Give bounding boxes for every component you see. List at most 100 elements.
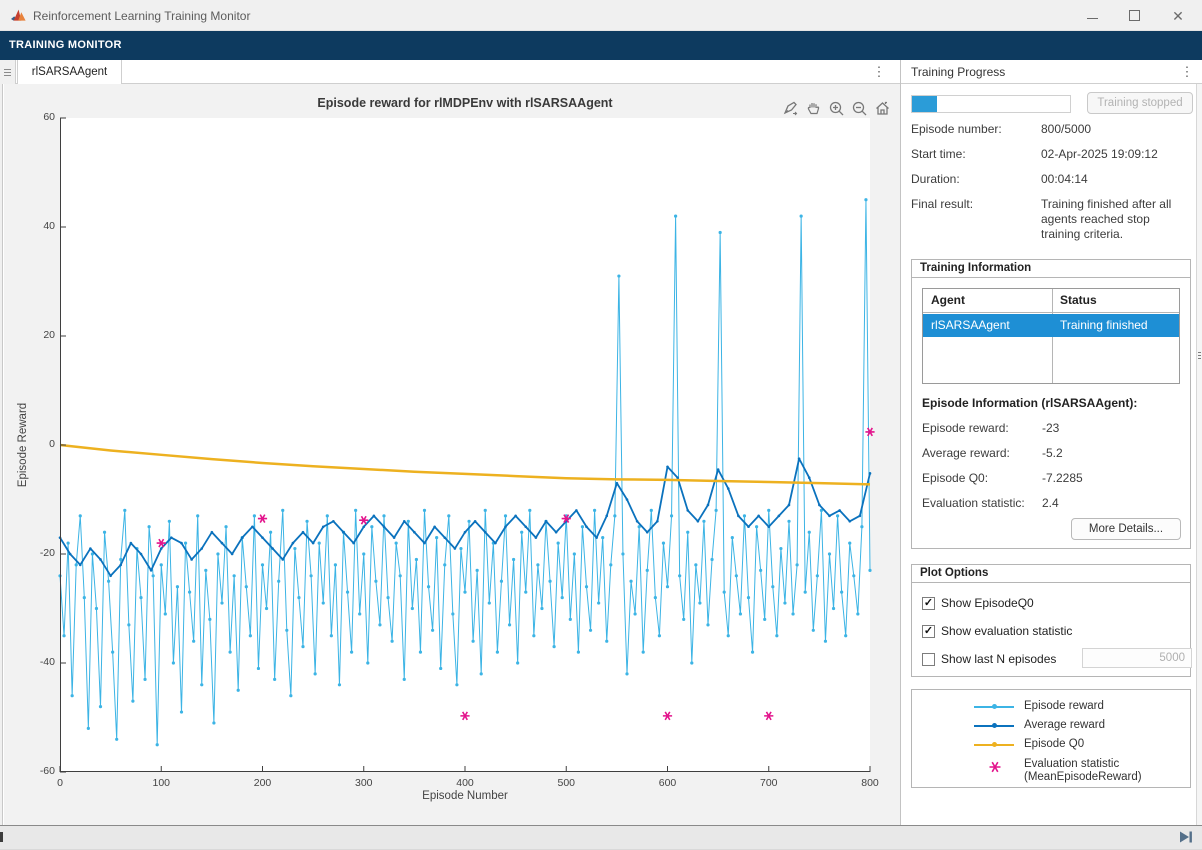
close-button[interactable]: ✕ xyxy=(1156,0,1200,31)
left-collapsed-panel[interactable] xyxy=(0,84,3,825)
training-information-section: Training Information Agent Status rlSARS… xyxy=(911,259,1191,549)
panel-scrollbar[interactable] xyxy=(1196,84,1202,825)
row-label: Evaluation statistic: xyxy=(922,496,1025,510)
agent-status-table: Agent Status rlSARSAAgent Training finis… xyxy=(922,288,1180,384)
legend-item-episode-reward: Episode reward xyxy=(912,698,1190,716)
zoom-out-icon[interactable] xyxy=(850,99,869,118)
ribbon-tab-training-monitor[interactable]: TRAINING MONITOR xyxy=(9,39,122,51)
legend-label: Evaluation statistic (MeanEpisodeReward) xyxy=(1024,758,1142,784)
table-row[interactable]: rlSARSAAgent Training finished xyxy=(923,314,1179,337)
legend-label: Average reward xyxy=(1024,719,1105,731)
legend-marker-dot xyxy=(992,742,997,747)
x-tick-label: 400 xyxy=(443,777,487,789)
toolstrip-ribbon: TRAINING MONITOR xyxy=(0,31,1202,60)
maximize-button[interactable] xyxy=(1112,0,1156,31)
y-tick-label: 60 xyxy=(19,111,55,123)
row-value: -23 xyxy=(1042,421,1190,435)
document-tab-bar: rlSARSAAgent ⋮ xyxy=(0,60,901,84)
home-icon[interactable] xyxy=(873,99,892,118)
plot-options-section: Plot Options ✓ Show EpisodeQ0 ✓ Show eva… xyxy=(911,564,1191,677)
x-tick-label: 0 xyxy=(38,777,82,789)
field-value: 00:04:14 xyxy=(1041,172,1189,186)
bottom-left-grip[interactable] xyxy=(0,832,3,842)
document-bar-icon[interactable] xyxy=(0,60,16,84)
show-evaluation-statistic-checkbox[interactable]: ✓ Show evaluation statistic xyxy=(922,623,1072,639)
row-value: -5.2 xyxy=(1042,446,1190,460)
y-tick-label: -60 xyxy=(19,765,55,777)
minimize-button[interactable] xyxy=(1070,0,1114,31)
window-titlebar: Reinforcement Learning Training Monitor … xyxy=(0,0,1202,31)
y-tick-label: -20 xyxy=(19,547,55,559)
checkbox-label: Show EpisodeQ0 xyxy=(941,596,1034,610)
legend-marker-dot xyxy=(992,704,997,709)
legend-box: Episode reward Average reward Episode Q0… xyxy=(911,689,1191,788)
x-tick-label: 800 xyxy=(848,777,892,789)
cell-agent: rlSARSAAgent xyxy=(931,318,1010,332)
x-tick-label: 500 xyxy=(544,777,588,789)
legend-label: Episode reward xyxy=(1024,700,1104,712)
tab-bar-menu-icon[interactable]: ⋮ xyxy=(872,65,886,78)
training-progress-panel: Training stopped Episode number: 800/500… xyxy=(901,84,1196,825)
row-value: 2.4 xyxy=(1042,496,1190,510)
field-value: Training finished after all agents reach… xyxy=(1041,197,1189,242)
field-label: Final result: xyxy=(911,197,973,211)
y-tick-label: 0 xyxy=(19,438,55,450)
x-tick-label: 300 xyxy=(342,777,386,789)
tab-label: rlSARSAAgent xyxy=(32,66,107,78)
checkbox-icon[interactable]: ✓ xyxy=(922,597,935,610)
row-value: -7.2285 xyxy=(1042,471,1190,485)
row-label: Average reward: xyxy=(922,446,1010,460)
axes-toolbar xyxy=(781,99,892,118)
panel-menu-icon[interactable]: ⋮ xyxy=(1180,65,1194,78)
row-label: Episode Q0: xyxy=(922,471,988,485)
y-tick-label: -40 xyxy=(19,656,55,668)
y-tick-label: 20 xyxy=(19,329,55,341)
field-label: Start time: xyxy=(911,147,966,161)
pan-icon[interactable] xyxy=(804,99,823,118)
legend-item-average-reward: Average reward xyxy=(912,717,1190,735)
scrollbar-grip[interactable] xyxy=(1197,352,1201,359)
show-last-n-episodes-checkbox[interactable]: Show last N episodes xyxy=(922,651,1056,667)
checkbox-label: Show evaluation statistic xyxy=(941,624,1072,638)
row-label: Episode reward: xyxy=(922,421,1009,435)
episode-information-header: Episode Information (rlSARSAAgent): xyxy=(922,396,1137,410)
checkbox-icon[interactable]: ✓ xyxy=(922,625,935,638)
field-value: 800/5000 xyxy=(1041,122,1189,136)
n-episodes-input[interactable] xyxy=(1082,648,1192,668)
panel-title: Training Progress xyxy=(911,65,1005,79)
plot-canvas[interactable] xyxy=(60,118,870,772)
bottom-status-strip xyxy=(0,825,1202,850)
table-header-row: Agent Status xyxy=(923,289,1179,313)
brush-icon[interactable] xyxy=(781,99,800,118)
y-tick-label: 40 xyxy=(19,220,55,232)
column-header-agent: Agent xyxy=(931,293,965,307)
x-tick-label: 100 xyxy=(139,777,183,789)
matlab-logo-icon xyxy=(10,7,27,24)
legend-item-evaluation-statistic: Evaluation statistic (MeanEpisodeReward) xyxy=(912,756,1190,786)
checkbox-icon[interactable] xyxy=(922,653,935,666)
x-tick-label: 700 xyxy=(747,777,791,789)
show-episodeq0-checkbox[interactable]: ✓ Show EpisodeQ0 xyxy=(922,595,1034,611)
zoom-in-icon[interactable] xyxy=(827,99,846,118)
field-value: 02-Apr-2025 19:09:12 xyxy=(1041,147,1189,161)
tab-rlsarsaagent[interactable]: rlSARSAAgent xyxy=(17,60,122,84)
x-tick-label: 200 xyxy=(241,777,285,789)
legend-label: Episode Q0 xyxy=(1024,738,1084,750)
app-window: Reinforcement Learning Training Monitor … xyxy=(0,0,1202,850)
asterisk-icon xyxy=(988,760,1002,774)
window-title: Reinforcement Learning Training Monitor xyxy=(33,9,250,23)
checkbox-label: Show last N episodes xyxy=(941,652,1056,666)
progress-fill xyxy=(912,96,937,112)
plot-options-header: Plot Options xyxy=(912,565,1190,583)
column-header-status: Status xyxy=(1060,293,1097,307)
training-progress-bar xyxy=(911,95,1071,113)
more-details-button[interactable]: More Details... xyxy=(1071,518,1181,540)
training-information-header: Training Information xyxy=(912,260,1190,278)
chart-series xyxy=(60,118,870,772)
training-progress-header: Training Progress ⋮ xyxy=(901,60,1202,84)
skip-to-end-icon[interactable] xyxy=(1178,830,1194,844)
legend-marker-dot xyxy=(992,723,997,728)
field-label: Duration: xyxy=(911,172,960,186)
training-stopped-button[interactable]: Training stopped xyxy=(1087,92,1193,114)
field-label: Episode number: xyxy=(911,122,1002,136)
